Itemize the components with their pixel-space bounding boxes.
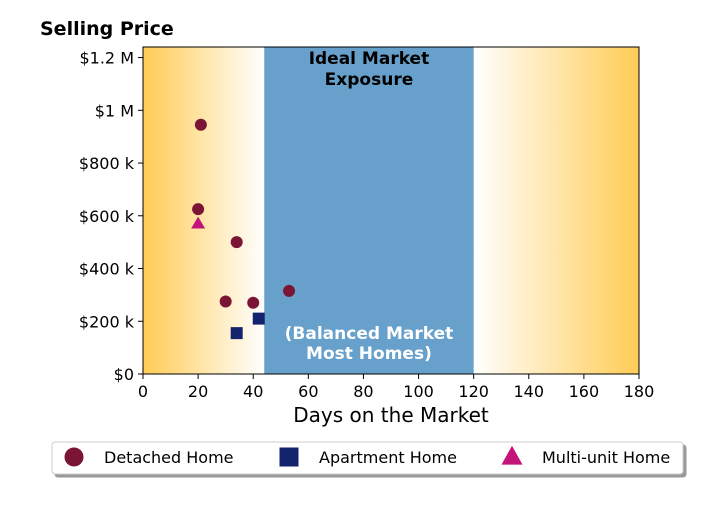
x-tick-label: 60: [298, 382, 318, 401]
x-tick-label: 100: [403, 382, 434, 401]
apartment-home-point: [252, 312, 265, 325]
multi-unit-home-point: [191, 216, 206, 229]
x-axis: 0 20 40 60 80 100 120 140 160 180: [138, 374, 654, 401]
x-tick-label: 80: [353, 382, 373, 401]
y-tick-label: $0: [114, 365, 134, 384]
ideal-band-labels: Ideal Market Exposure (Balanced Market M…: [285, 49, 454, 364]
detached-home-point: [283, 284, 296, 297]
detached-home-point: [192, 203, 205, 216]
detached-home-point: [194, 118, 207, 131]
y-tick-label: $1.2 M: [79, 49, 134, 68]
legend: Detached Home Apartment Home Multi-unit Ho…: [51, 441, 684, 475]
legend-label-multi-unit-home: Multi-unit Home: [542, 448, 670, 467]
x-tick-label: 140: [514, 382, 545, 401]
apartment-home-point: [230, 327, 243, 340]
y-axis: $0 $200 k $400 k $600 k $800 k $1 M $1.2 M: [79, 49, 143, 384]
x-tick-label: 40: [243, 382, 263, 401]
legend-marker-apartment-home: [279, 447, 299, 467]
ideal-market-band: [264, 47, 474, 374]
x-tick-label: 0: [138, 382, 148, 401]
y-tick-label: $400 k: [79, 260, 135, 279]
y-axis-title: Selling Price: [40, 18, 174, 40]
x-tick-label: 180: [624, 382, 655, 401]
y-tick-label: $1 M: [95, 101, 134, 120]
y-tick-label: $200 k: [79, 312, 135, 331]
band-title-line-2: Exposure: [325, 70, 414, 90]
legend-label-apartment-home: Apartment Home: [319, 448, 457, 467]
x-tick-label: 160: [569, 382, 600, 401]
y-tick-label: $800 k: [79, 154, 135, 173]
band-note-line-1: (Balanced Market: [285, 324, 454, 344]
legend-marker-detached-home: [64, 447, 84, 467]
detached-home-point: [247, 296, 260, 309]
plot-frame: [142, 46, 640, 375]
legend-box: [51, 441, 684, 475]
detached-home-point: [219, 295, 232, 308]
detached-home-point: [230, 236, 243, 249]
band-title-line-1: Ideal Market: [309, 49, 430, 69]
legend-label-detached-home: Detached Home: [104, 448, 234, 467]
band-note-line-2: Most Homes): [306, 344, 432, 364]
x-axis-title: Days on the Market: [293, 403, 489, 427]
y-tick-label: $600 k: [79, 207, 135, 226]
data-points: [191, 118, 296, 340]
x-tick-label: 120: [458, 382, 489, 401]
legend-marker-multi-unit-home: [501, 445, 523, 465]
right-gradient-region: [473, 47, 639, 374]
plot-background: [143, 47, 639, 374]
x-tick-label: 20: [188, 382, 208, 401]
